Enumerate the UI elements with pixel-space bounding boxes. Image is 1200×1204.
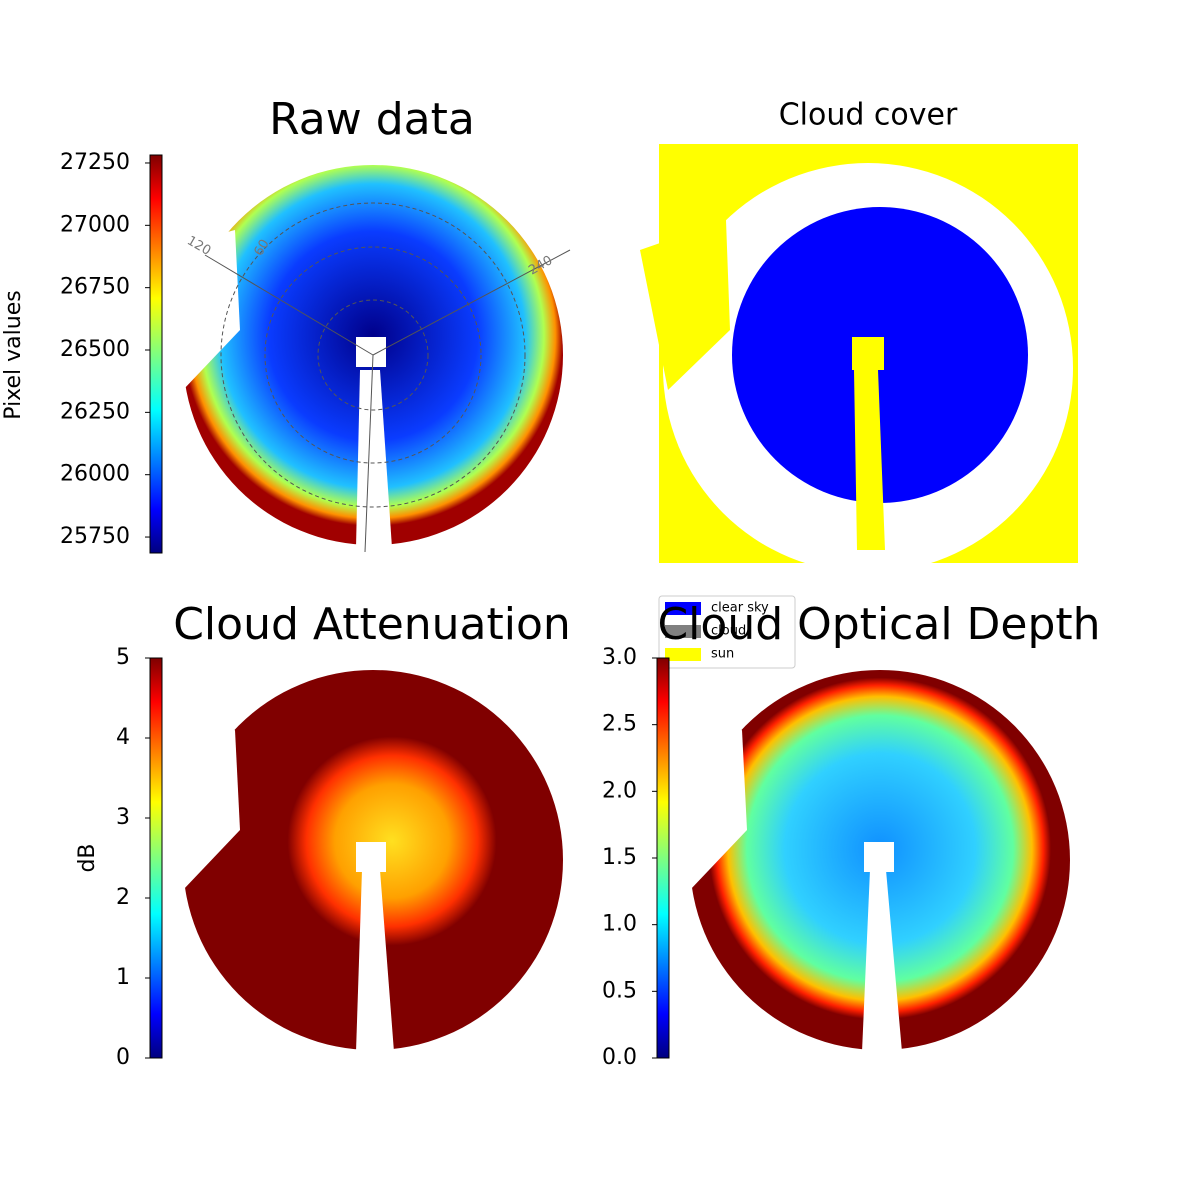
colorbar	[149, 154, 163, 554]
mask	[356, 870, 394, 1052]
tick-label: 1	[116, 965, 130, 990]
panel-title: Cloud Attenuation	[173, 599, 571, 650]
tick-label: 2.5	[602, 712, 637, 737]
legend-label: sun	[711, 647, 734, 662]
colorbar	[149, 657, 163, 1059]
panel-title: Cloud Optical Depth	[657, 599, 1100, 650]
tick-label: 0	[116, 1045, 130, 1070]
panel-title: Cloud cover	[779, 98, 958, 133]
legend-swatch	[665, 625, 701, 638]
legend-label: clear sky	[711, 601, 769, 616]
tick-label: 27250	[60, 150, 130, 175]
tick-label: 1.5	[602, 845, 637, 870]
polar-lines	[204, 249, 571, 553]
mask	[864, 842, 894, 872]
mask	[356, 370, 392, 548]
mask	[356, 842, 386, 872]
mask	[862, 870, 902, 1052]
mask	[640, 220, 730, 390]
tick-label: 3	[116, 805, 130, 830]
legend-swatch	[665, 602, 701, 615]
tick-label: 2.0	[602, 778, 637, 803]
colorbar-label: Pixel values	[1, 290, 26, 419]
tick-label: 2	[116, 885, 130, 910]
tick-label: 26750	[60, 275, 130, 300]
tick-label: 25750	[60, 524, 130, 549]
mask	[667, 730, 747, 890]
legend-label: cloud	[711, 624, 746, 639]
tick-label: 4	[116, 725, 130, 750]
mask	[160, 730, 240, 890]
polar-label: 60	[252, 237, 273, 259]
tick-label: 0.0	[602, 1045, 637, 1070]
panel-title: Raw data	[269, 94, 475, 145]
tick-label: 0.5	[602, 978, 637, 1003]
tick-label: 5	[116, 645, 130, 670]
tick-label: 27000	[60, 212, 130, 237]
sun-region	[854, 370, 885, 550]
polar-grid	[220, 202, 526, 508]
mask	[356, 337, 386, 367]
tick-label: 3.0	[602, 645, 637, 670]
tick-label: 1.0	[602, 912, 637, 937]
images	[160, 144, 1078, 1052]
sun-region	[852, 337, 884, 370]
colorbar	[656, 657, 670, 1059]
legend-swatch	[665, 648, 701, 661]
tick-label: 26000	[60, 462, 130, 487]
mask	[160, 230, 240, 390]
tick-label: 26500	[60, 337, 130, 362]
tick-label: 26250	[60, 399, 130, 424]
colorbar-label: dB	[75, 843, 100, 872]
